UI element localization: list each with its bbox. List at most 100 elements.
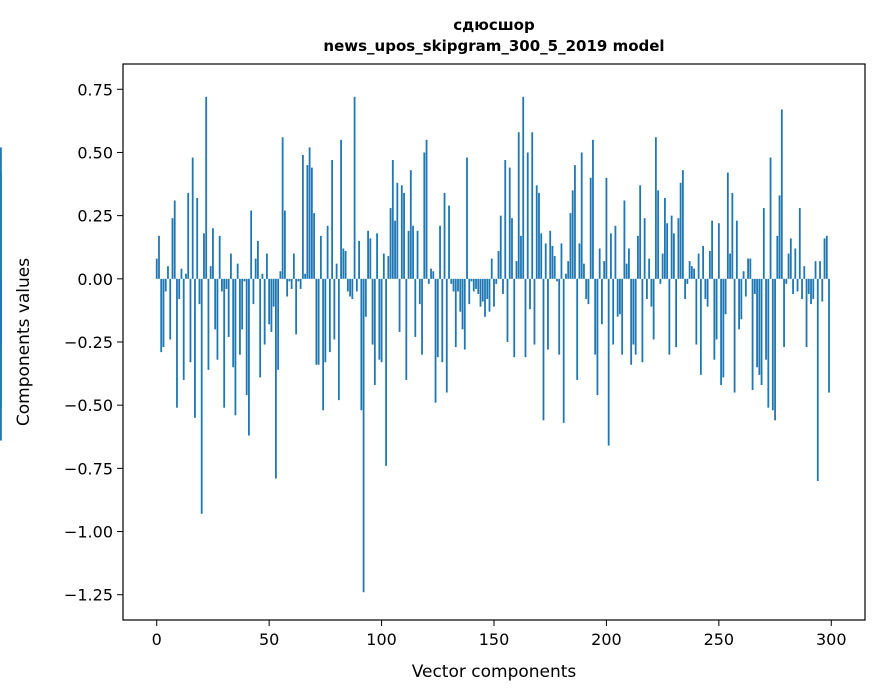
bar-component-229	[670, 215, 673, 279]
bar-component-28	[218, 235, 221, 279]
bar-component-132	[452, 278, 455, 292]
bar-component-158	[511, 218, 513, 279]
bar-component-4	[164, 278, 167, 292]
bar-component-259	[738, 278, 740, 330]
bar-component-156	[506, 278, 509, 342]
x-tick-label: 50	[259, 630, 279, 649]
bar-component-244	[704, 278, 707, 300]
bar-component-235	[684, 278, 687, 300]
x-tick-label: 300	[816, 630, 847, 649]
bar-component-293	[814, 261, 817, 279]
bar-component-89	[355, 278, 358, 292]
bar-component-61	[292, 253, 295, 279]
bar-component-2	[160, 278, 163, 353]
bar-component-149	[490, 258, 493, 279]
bar-component-67	[306, 165, 309, 279]
bar-component-213	[634, 278, 637, 355]
bar-component-16	[191, 157, 194, 279]
bar-component-37	[239, 278, 241, 355]
bar-component-50	[268, 278, 271, 325]
bar-component-6	[169, 278, 172, 340]
bar-component-84	[344, 251, 347, 279]
bar-component-123	[432, 271, 435, 279]
bar-component-195	[594, 278, 597, 355]
bar-component-80	[335, 263, 338, 279]
bar-component-101	[382, 253, 385, 279]
bar-component-51	[270, 278, 273, 332]
bar-component-214	[637, 235, 639, 279]
bar-component-43	[252, 278, 255, 305]
bar-component-178	[556, 278, 558, 282]
bar-component-198	[601, 278, 603, 325]
bar-component-233	[679, 182, 682, 279]
bar-component-135	[459, 278, 462, 312]
bar-component-170	[538, 192, 540, 279]
bar-component-130	[448, 205, 450, 279]
bar-component-182	[565, 273, 567, 279]
bar-component-171	[540, 233, 543, 279]
bar-component-128	[443, 192, 446, 279]
bar-component-49	[266, 253, 268, 279]
bar-component-53	[275, 278, 277, 479]
bar-component-115	[414, 278, 417, 337]
bar-component-211	[630, 278, 633, 365]
chart-subtitle: news_upos_skipgram_300_5_2019 model	[323, 37, 664, 55]
bar-component-40	[245, 278, 248, 396]
bar-component-111	[405, 278, 408, 380]
bar-component-21	[203, 233, 205, 279]
bar-component-247	[711, 220, 713, 279]
bar-component-126	[439, 225, 441, 279]
bar-component-248	[713, 278, 716, 360]
bar-component-162	[520, 235, 522, 279]
bar-component-161	[517, 132, 520, 279]
x-tick-label: 0	[152, 630, 162, 649]
bar-component-114	[412, 225, 414, 279]
bar-component-296	[821, 278, 824, 302]
y-tick-label: −0.25	[64, 333, 113, 352]
bar-component-266	[753, 278, 756, 294]
bar-component-238	[690, 266, 693, 279]
bar-component-192	[587, 278, 590, 305]
bar-component-190	[583, 263, 585, 279]
bar-component-8	[173, 200, 176, 279]
bar-component-245	[706, 278, 709, 307]
bar-component-215	[639, 185, 642, 279]
bar-component-33	[230, 253, 232, 279]
x-tick-label: 100	[366, 630, 397, 649]
bar-component-96	[371, 278, 374, 345]
bar-component-13	[185, 273, 187, 279]
bar-component-167	[531, 132, 534, 279]
bar-component-270	[762, 208, 765, 279]
bar-component-232	[677, 218, 680, 279]
bar-component-41	[248, 278, 250, 436]
bar-component-196	[596, 278, 599, 396]
bar-component-151	[495, 278, 498, 284]
bar-component-174	[547, 278, 549, 350]
bar-component-17	[194, 278, 196, 418]
bar-component-231	[675, 278, 678, 348]
bar-component-66	[304, 273, 307, 279]
bar-component-124	[434, 278, 437, 403]
bar-component-179	[558, 278, 561, 355]
bar-component-163	[522, 96, 525, 279]
bar-component-181	[562, 278, 565, 423]
bar-component-25	[212, 228, 214, 279]
bar-component-298	[825, 235, 828, 279]
bar-component-282	[789, 238, 792, 279]
bar-component-undefined	[0, 147, 2, 279]
bar-component-197	[598, 248, 601, 279]
bar-component-136	[461, 278, 464, 330]
bar-component-91	[360, 278, 363, 411]
bar-component-280	[785, 278, 788, 284]
bar-component-19	[198, 278, 201, 305]
y-tick-label: −0.50	[64, 396, 113, 415]
bar-component-88	[353, 96, 356, 279]
bar-component-169	[535, 185, 538, 279]
bar-component-99	[378, 278, 381, 360]
bar-component-152	[497, 251, 500, 279]
bar-component-249	[715, 278, 718, 340]
bar-component-98	[376, 233, 378, 279]
bar-component-46	[259, 278, 262, 378]
